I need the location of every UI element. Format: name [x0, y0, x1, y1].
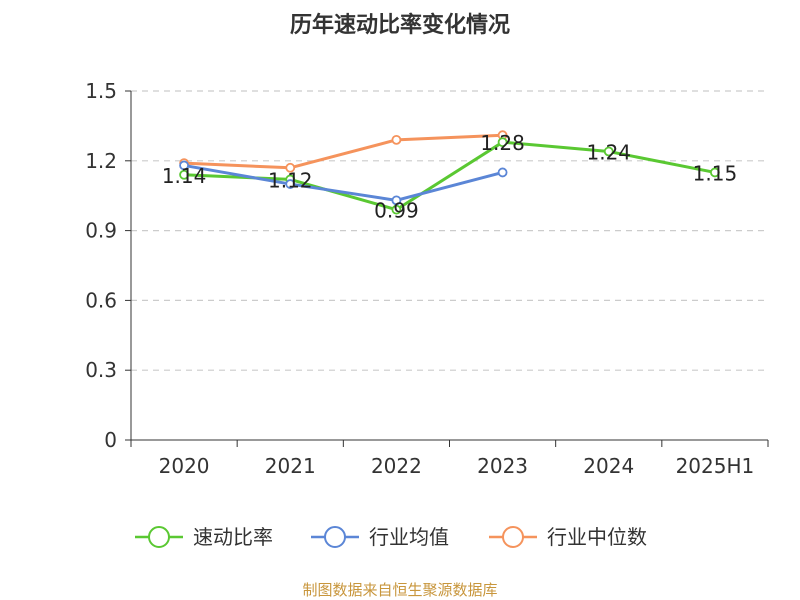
chart-title: 历年速动比率变化情况 [290, 12, 510, 38]
data-point [391, 204, 402, 215]
data-point [285, 179, 296, 189]
y-tick-label: 1.2 [85, 149, 117, 173]
data-point [497, 137, 508, 148]
y-tick-label: 0.9 [85, 219, 117, 243]
data-point [497, 167, 508, 178]
source-note: 制图数据来自恒生聚源数据库 [302, 581, 497, 599]
data-point [179, 160, 189, 171]
legend-marker [148, 526, 170, 548]
data-label: 0.99 [374, 199, 419, 223]
legend-item[interactable]: 行业均值 [311, 525, 449, 549]
data-labels: 1.14 1.12 0.99 1.28 1.24 1.15 [162, 131, 737, 222]
y-tick-label: 1.5 [85, 79, 117, 103]
data-point [179, 169, 189, 180]
data-label: 1.12 [268, 168, 313, 192]
data-label: 1.15 [693, 161, 738, 185]
series-layer [179, 130, 720, 215]
x-tick-label: 2022 [371, 454, 422, 478]
series-line-3 [184, 133, 503, 170]
y-tick-label: 0.3 [85, 358, 117, 382]
data-point [391, 134, 402, 145]
x-tick-label: 2021 [265, 454, 316, 478]
x-tick-label: 2020 [159, 454, 210, 478]
series-line-2 [183, 163, 503, 202]
axes: 0 0.3 0.6 0.9 1.2 1.5 2020 2021 2022 2023 2024 2025… [85, 79, 769, 478]
x-tick-label: 2025H1 [676, 454, 755, 478]
legend-marker [324, 526, 346, 548]
data-label: 1.28 [480, 131, 525, 155]
x-tick-label: 2024 [583, 454, 634, 478]
legend-item[interactable]: 速动比率 [135, 525, 273, 549]
y-tick-label: 0.6 [85, 288, 117, 312]
data-point [285, 162, 296, 173]
data-point [710, 167, 720, 178]
data-label: 1.14 [162, 164, 207, 188]
data-point [391, 195, 402, 206]
data-label: 1.24 [586, 140, 631, 164]
legend-item[interactable]: 行业中位数 [489, 525, 647, 549]
grid [131, 90, 768, 371]
x-tick-label: 2023 [477, 454, 528, 478]
legend-label: 行业均值 [369, 525, 449, 549]
legend-label: 速动比率 [193, 525, 273, 549]
legend-marker [502, 526, 524, 548]
data-point [603, 146, 614, 157]
series-line-1 [184, 140, 716, 212]
legend-label: 行业中位数 [547, 525, 647, 549]
legend[interactable]: 速动比率 行业均值 行业中位数 [135, 525, 647, 549]
y-tick-label: 0 [104, 428, 117, 452]
